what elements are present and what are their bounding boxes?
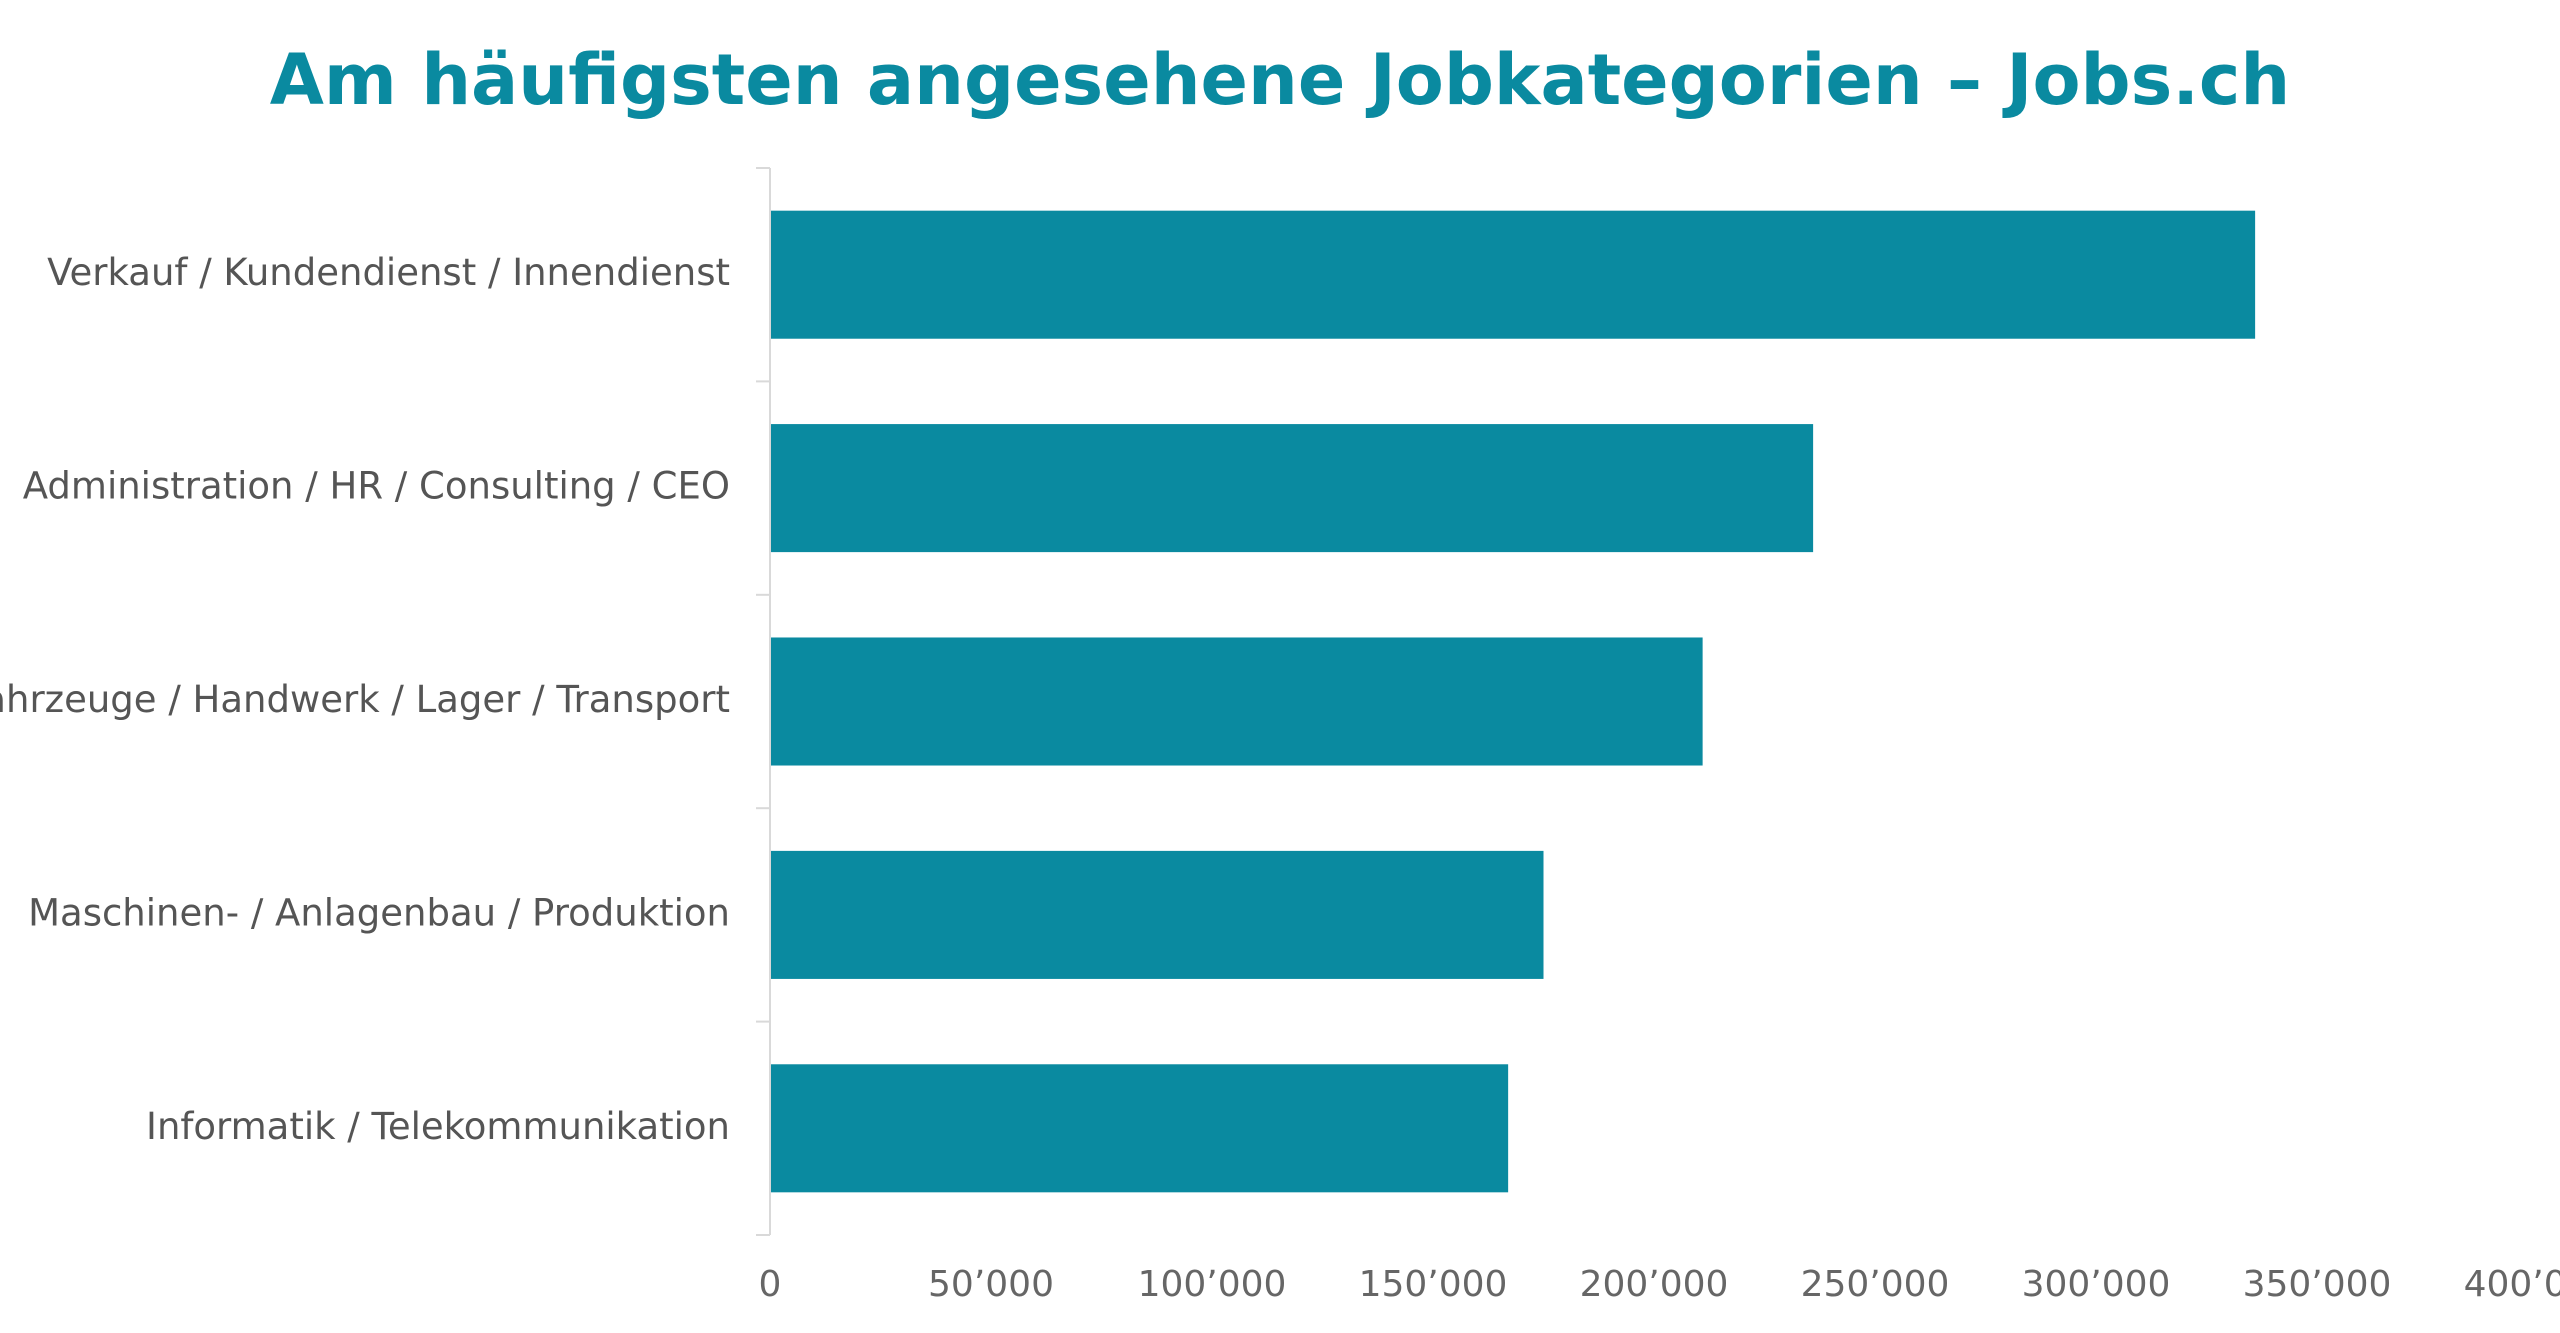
y-axis [756,167,771,1236]
x-tick-label: 100’000 [1138,1264,1287,1305]
x-tick-label: 200’000 [1580,1264,1729,1305]
x-tick-label: 150’000 [1359,1264,1508,1305]
bar [771,850,1544,979]
x-tick-label: 250’000 [1801,1264,1950,1305]
bar [771,424,1814,553]
bar [771,210,2256,339]
category-label: Verkauf / Kundendienst / Innendienst [47,251,730,294]
x-tick-label: 400’000 [2464,1264,2560,1305]
bar [771,1064,1509,1193]
x-tick-label: 300’000 [2022,1264,2171,1305]
chart-title: Am häufigsten angesehene Jobkategorien –… [269,39,2291,121]
category-label: Informatik / Telekommunikation [146,1105,730,1148]
x-tick-label: 350’000 [2243,1264,2392,1305]
category-label: Administration / HR / Consulting / CEO [23,465,730,508]
x-tick-label: 0 [759,1264,782,1305]
x-tick-label: 50’000 [928,1264,1054,1305]
x-tick-labels: 0 50’000 100’000 150’000 200’000 250’000 300’0… [759,1264,2560,1305]
bar [771,637,1703,766]
category-label: Fahrzeuge / Handwerk / Lager / Transport [0,678,730,721]
bars [771,210,2256,1193]
category-label: Maschinen- / Anlagenbau / Produktion [28,891,730,934]
category-labels: Verkauf / Kundendienst / Innendienst Admi… [0,251,730,1148]
